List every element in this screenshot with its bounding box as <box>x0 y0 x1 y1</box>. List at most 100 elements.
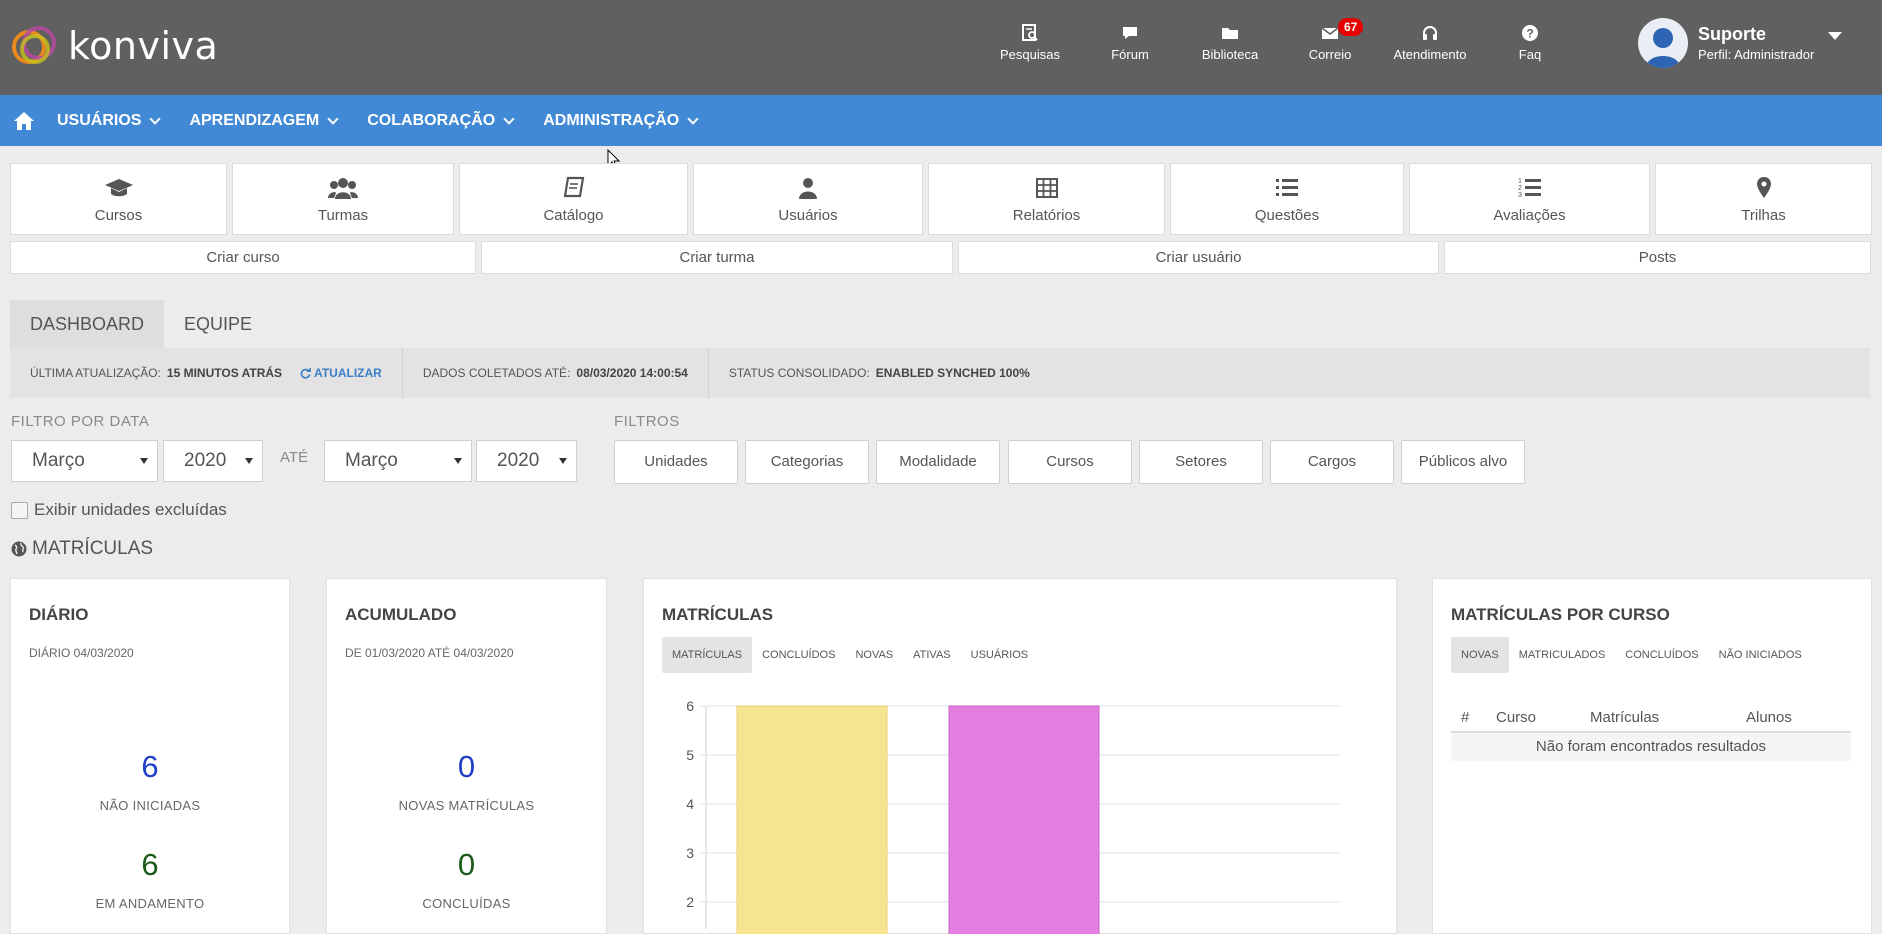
menu-administracao[interactable]: ADMINISTRAÇÃO <box>543 112 699 130</box>
from-month-select[interactable]: Março <box>11 440 158 482</box>
card-title: DIÁRIO <box>29 605 89 624</box>
user-menu[interactable]: Suporte Perfil: Administrador <box>1638 18 1843 68</box>
topnav-pesquisas[interactable]: Pesquisas <box>980 24 1080 62</box>
pill-ativas[interactable]: ATIVAS <box>913 649 951 661</box>
course-table: # Curso Matrículas Alunos Não foram enco… <box>1451 703 1851 761</box>
tab-equipe[interactable]: EQUIPE <box>184 314 253 334</box>
not-started-value: 6 <box>141 749 159 784</box>
menu-label: COLABORAÇÃO <box>367 111 496 129</box>
refresh-button[interactable]: ATUALIZAR <box>300 366 382 380</box>
in-progress-label: EM ANDAMENTO <box>95 896 205 911</box>
from-year-select[interactable]: 2020 <box>163 440 263 482</box>
pill-concluidos[interactable]: CONCLUÍDOS <box>762 649 836 661</box>
card-title: MATRÍCULAS <box>662 605 774 624</box>
book-icon <box>563 176 584 198</box>
menu-aprendizagem[interactable]: APRENDIZAGEM <box>189 111 339 130</box>
cumulative-card: ACUMULADO DE 01/03/2020 ATÉ 04/03/2020 0… <box>326 578 607 934</box>
filter-unidades-button[interactable]: Unidades <box>614 440 738 484</box>
col-enrollments[interactable]: Matrículas <box>1590 708 1660 726</box>
brand-name: konviva <box>68 24 219 68</box>
bar-series-2[interactable] <box>948 705 1100 934</box>
enrollments-by-course-card: MATRÍCULAS POR CURSO NOVAS MATRICULADOS … <box>1432 578 1872 934</box>
tile-turmas[interactable]: Turmas <box>232 163 454 235</box>
topnav-correio[interactable]: Correio 67 <box>1280 18 1380 62</box>
filter-modalidade-button[interactable]: Modalidade <box>876 440 1000 484</box>
svg-text:2: 2 <box>1518 185 1522 192</box>
menu-usuarios[interactable]: USUÁRIOS <box>57 111 162 130</box>
refresh-icon <box>300 367 311 379</box>
until-label: ATÉ <box>280 449 309 466</box>
filter-publicos-alvo-button[interactable]: Públicos alvo <box>1401 440 1525 484</box>
new-enrollments-value: 0 <box>457 749 476 784</box>
bar-series-1[interactable] <box>736 705 888 934</box>
topnav-forum[interactable]: Fórum <box>1080 24 1180 62</box>
to-year-select[interactable]: 2020 <box>476 440 577 482</box>
tile-cursos[interactable]: Cursos <box>10 163 227 235</box>
chevron-down-icon <box>687 112 699 125</box>
map-marker-icon <box>1756 177 1771 198</box>
pill-novas[interactable]: NOVAS <box>855 649 894 661</box>
daily-card: DIÁRIO DIÁRIO 04/03/2020 6 NÃO INICIADAS… <box>10 578 290 934</box>
pill-novas[interactable]: NOVAS <box>1451 637 1509 673</box>
menu-label: APRENDIZAGEM <box>189 111 320 129</box>
topnav-atendimento[interactable]: Atendimento <box>1380 24 1480 62</box>
svg-text:3: 3 <box>1518 192 1522 199</box>
filter-cargos-button[interactable]: Cargos <box>1270 440 1394 484</box>
card-title: ACUMULADO <box>345 605 457 624</box>
filter-setores-button[interactable]: Setores <box>1139 440 1263 484</box>
tile-label: Cursos <box>94 207 143 224</box>
home-icon[interactable] <box>13 111 35 131</box>
completed-label: CONCLUÍDAS <box>422 896 511 911</box>
y-tick-label: 4 <box>686 796 694 812</box>
topnav-faq[interactable]: ? Faq <box>1480 24 1580 62</box>
section-title: MATRÍCULAS <box>11 538 153 560</box>
checkbox-box[interactable] <box>11 501 28 519</box>
topnav-label: Faq <box>1518 47 1542 62</box>
tile-label: Relatórios <box>1012 207 1081 224</box>
col-students[interactable]: Alunos <box>1746 708 1792 726</box>
filter-cursos-button[interactable]: Cursos <box>1008 440 1132 484</box>
top-navigation: Pesquisas Fórum Biblioteca Correio 67 At… <box>980 18 1580 62</box>
posts-button[interactable]: Posts <box>1444 241 1871 274</box>
pill-nao-iniciados[interactable]: NÃO INICIADOS <box>1718 649 1802 661</box>
tile-catalogo[interactable]: Catálogo <box>459 163 688 235</box>
top-header: konviva Pesquisas Fórum Biblioteca Corre… <box>0 0 1882 95</box>
topnav-biblioteca[interactable]: Biblioteca <box>1180 24 1280 62</box>
tile-questoes[interactable]: Questões <box>1170 163 1404 235</box>
create-class-button[interactable]: Criar turma <box>481 241 953 274</box>
menu-colaboracao[interactable]: COLABORAÇÃO <box>367 111 515 130</box>
pill-matriculados[interactable]: MATRICULADOS <box>1518 649 1606 661</box>
svg-text:?: ? <box>1526 27 1533 41</box>
topnav-label: Correio <box>1308 47 1352 62</box>
tile-relatorios[interactable]: Relatórios <box>928 163 1165 235</box>
course-metric-tabs: NOVAS MATRICULADOS CONCLUÍDOS NÃO INICIA… <box>1451 637 1812 673</box>
tile-trilhas[interactable]: Trilhas <box>1655 163 1872 235</box>
caret-down-icon[interactable] <box>1828 32 1843 40</box>
topnav-label: Biblioteca <box>1201 47 1259 62</box>
menu-label: USUÁRIOS <box>57 111 142 129</box>
y-tick-label: 6 <box>686 698 694 714</box>
create-user-button[interactable]: Criar usuário <box>958 241 1439 274</box>
col-course[interactable]: Curso <box>1496 708 1537 726</box>
user-role: Perfil: Administrador <box>1698 47 1815 62</box>
show-deleted-units-checkbox[interactable]: Exibir unidades excluídas <box>11 500 227 520</box>
pill-usuarios[interactable]: USUÁRIOS <box>970 649 1029 661</box>
shortcut-tiles: Cursos Turmas Catálogo Usuários Relatóri… <box>10 163 1872 235</box>
filter-categorias-button[interactable]: Categorias <box>745 440 869 484</box>
tile-label: Turmas <box>317 207 369 224</box>
quick-actions: Criar curso Criar turma Criar usuário Po… <box>10 241 1871 274</box>
tab-dashboard[interactable]: DASHBOARD <box>10 300 165 348</box>
to-month-select[interactable]: Março <box>324 440 472 482</box>
user-silhouette-icon <box>1646 28 1680 68</box>
tile-usuarios[interactable]: Usuários <box>693 163 923 235</box>
status-bar: ÚLTIMA ATUALIZAÇÃO: 15 MINUTOS ATRÁS ATU… <box>10 348 1870 398</box>
list-icon <box>1276 179 1298 196</box>
col-index[interactable]: # <box>1461 708 1470 726</box>
pill-matriculas[interactable]: MATRÍCULAS <box>662 637 753 673</box>
konviva-logo[interactable]: konviva <box>12 24 218 68</box>
survey-icon <box>1022 24 1038 41</box>
create-course-button[interactable]: Criar curso <box>10 241 476 274</box>
pill-concluidos[interactable]: CONCLUÍDOS <box>1625 649 1699 661</box>
tile-label: Trilhas <box>1741 207 1786 224</box>
